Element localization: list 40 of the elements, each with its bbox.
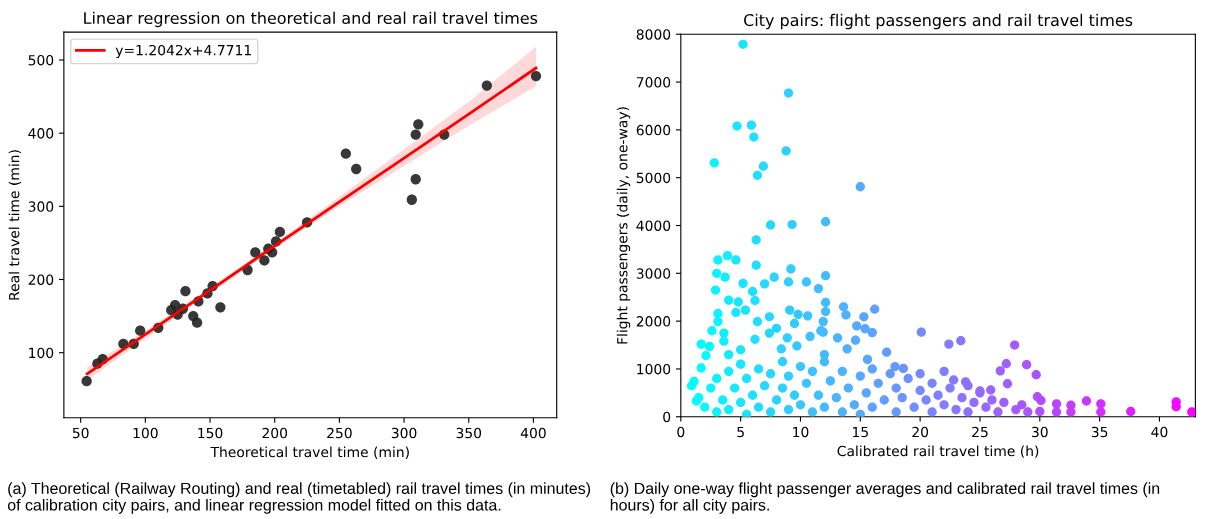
x-tick-label: 150 <box>198 427 223 439</box>
x-axis-title: Calibrated rail travel time (h) <box>837 445 1039 458</box>
x-tick-label: 40 <box>1151 426 1168 438</box>
x-tick-label: 20 <box>912 426 929 438</box>
y-axis-title: Real travel time (min) <box>8 150 22 300</box>
x-tick-label: 350 <box>456 427 482 439</box>
x-tick-label: 50 <box>72 427 89 439</box>
x-tick-label: 100 <box>133 427 158 439</box>
x-tick-label: 15 <box>853 426 868 438</box>
x-tick-label: 30 <box>1032 426 1048 438</box>
y-tick-label: 500 <box>28 54 54 66</box>
legend-label: y=1.2042x+4.7711 <box>115 44 251 59</box>
y-tick-label: 200 <box>28 274 54 285</box>
chart-title: Linear regression on theoretical and real rail travel times <box>84 11 538 28</box>
x-tick-label: 35 <box>1091 426 1108 438</box>
x-tick-label: 200 <box>262 427 288 439</box>
x-tick-label: 300 <box>391 427 417 439</box>
x-tick-label: 400 <box>520 427 546 439</box>
y-tick-label: 7000 <box>636 77 671 88</box>
y-tick-label: 4000 <box>636 220 671 231</box>
x-tick-label: 5 <box>737 426 744 438</box>
x-tick-label: 0 <box>677 426 685 438</box>
y-tick-label: 0 <box>663 411 671 423</box>
y-axis-title: Flight passengers (daily, one-way) <box>616 107 631 344</box>
y-tick-label: 1000 <box>637 363 671 375</box>
y-tick-label: 5000 <box>636 172 671 184</box>
text: (b) Daily one-way flight passenger averages and calibrated rail travel times (in hours) for all city pairs. <box>610 482 1160 514</box>
chart-title: City pairs: flight passengers and rail travel times <box>744 13 1133 30</box>
y-tick-label: 2000 <box>636 316 671 327</box>
x-axis-title: Theoretical travel time (min) <box>210 446 409 459</box>
y-tick-label: 3000 <box>636 268 671 279</box>
x-tick-label: 10 <box>793 426 809 438</box>
y-tick-label: 6000 <box>636 124 671 136</box>
y-tick-label: 100 <box>29 347 54 359</box>
x-tick-label: 250 <box>327 427 352 439</box>
y-tick-label: 8000 <box>636 29 671 40</box>
x-tick-label: 25 <box>972 426 988 438</box>
y-tick-label: 300 <box>28 201 54 212</box>
text: (a) Theoretical (Railway Routing) and real (timetabled) rail travel times (in minutes) of calibration city pairs, and linear regression model fitted on this data. <box>7 482 591 514</box>
y-tick-label: 400 <box>28 128 54 139</box>
